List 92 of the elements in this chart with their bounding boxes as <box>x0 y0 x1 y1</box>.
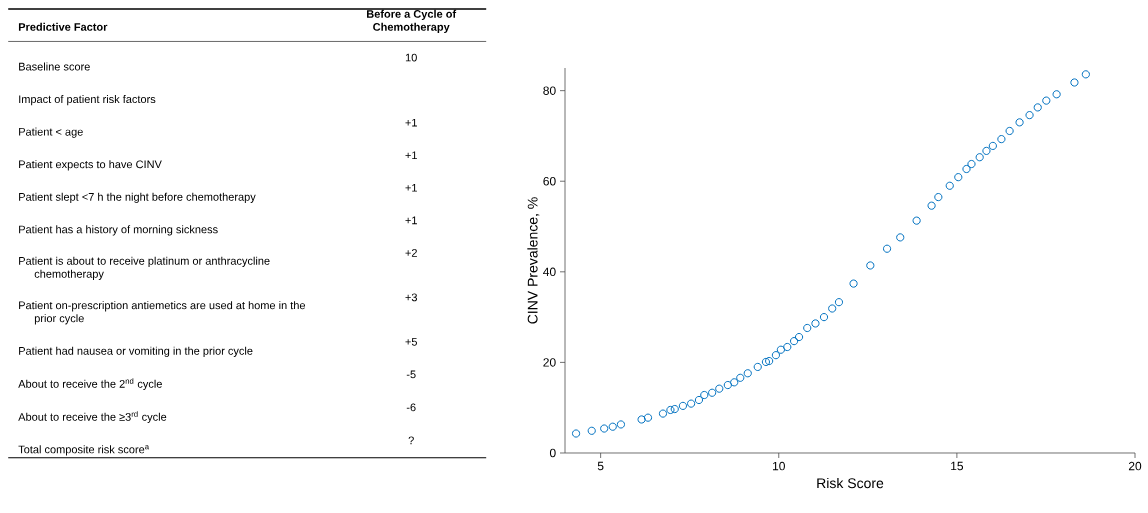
point <box>723 380 732 390</box>
category-label: Total composite risk score$^{a}$ <box>18 445 150 456</box>
text: Predictive Factor <box>18 22 108 31</box>
point <box>771 351 781 360</box>
x-tick-label: 5 <box>597 461 604 471</box>
point <box>934 192 943 202</box>
point <box>678 401 688 410</box>
text: ? <box>408 436 414 445</box>
point <box>1042 96 1051 105</box>
point <box>1033 103 1042 112</box>
category-label: Patient has a history of morning sickness <box>19 225 218 236</box>
y-tick-label: 0 <box>549 448 556 458</box>
text: +1 <box>405 216 417 225</box>
point <box>776 345 785 354</box>
point <box>1081 70 1090 79</box>
y-tick-label: 20 <box>543 358 556 367</box>
point <box>600 424 609 433</box>
category-label: Baseline score <box>19 62 90 71</box>
point <box>954 173 963 182</box>
x-tick-label: 20 <box>1128 461 1142 471</box>
x-tick-label: 15 <box>951 461 964 471</box>
point <box>882 244 892 253</box>
category-label: About to receive the 2$^{nd}$ cycle <box>18 378 162 390</box>
point <box>1052 90 1061 99</box>
point <box>765 356 774 366</box>
point <box>637 415 646 424</box>
point <box>819 313 829 322</box>
point <box>896 233 905 242</box>
point <box>1005 126 1014 136</box>
point <box>670 404 679 414</box>
point <box>1070 78 1079 87</box>
text: -6 <box>406 403 416 412</box>
text: +3 <box>405 293 417 302</box>
point <box>1025 111 1034 120</box>
category-label: Impact of patient risk factors <box>19 95 156 106</box>
point <box>687 399 696 408</box>
point <box>982 146 991 155</box>
point <box>912 216 921 225</box>
point <box>708 388 717 397</box>
point <box>694 395 704 405</box>
point <box>571 429 581 438</box>
point <box>849 279 858 288</box>
point <box>736 373 745 382</box>
point <box>643 413 653 422</box>
text: -5 <box>406 370 416 379</box>
text: Before a Cycle of Chemotherapy <box>367 9 457 34</box>
point <box>730 378 739 387</box>
y-tick-label: 60 <box>543 176 556 186</box>
point <box>789 337 799 346</box>
point <box>975 153 984 162</box>
category-label: Patient expects to have CINV <box>19 160 162 171</box>
category-label: About to receive the ≥3$^{rd}$ cycle <box>18 411 167 423</box>
x-axis-title: Risk Score <box>817 477 884 489</box>
point <box>700 390 709 400</box>
point <box>988 141 997 150</box>
point <box>967 159 976 169</box>
text: +2 <box>405 249 417 257</box>
point <box>753 362 762 372</box>
y-tick-label: 80 <box>543 86 556 95</box>
point <box>587 426 596 435</box>
point <box>866 261 875 270</box>
point <box>834 298 844 307</box>
category-label: Patient had nausea or vomiting in the prior cycle <box>19 346 253 357</box>
point <box>962 164 971 174</box>
text: 10 <box>405 53 417 62</box>
point <box>997 135 1006 144</box>
point <box>1015 118 1024 127</box>
point <box>794 332 804 342</box>
point <box>616 420 626 429</box>
point <box>811 319 820 328</box>
text: +1 <box>405 151 417 160</box>
point <box>927 201 936 210</box>
y-tick-label: 40 <box>543 267 556 277</box>
point <box>608 422 617 431</box>
point <box>715 384 724 393</box>
point <box>761 357 771 367</box>
y-axis-title: CINV Prevalence, % <box>527 197 540 324</box>
point <box>743 369 752 378</box>
category-label: Patient slept <7 h the night before chemotherapy <box>19 192 256 203</box>
text: +1 <box>405 184 417 192</box>
point <box>803 323 812 333</box>
point <box>945 181 954 190</box>
point <box>666 405 675 415</box>
text: +1 <box>405 118 417 127</box>
category-label: Patient is about to receive platinum or anthracycline chemotherapy <box>19 256 270 280</box>
point <box>828 304 837 313</box>
category-label: Patient < age <box>19 127 83 138</box>
text: +5 <box>405 338 417 346</box>
x-tick-label: 10 <box>772 461 785 471</box>
category-label: Patient on-prescription antiemetics are used at home in the prior cycle <box>19 301 306 325</box>
point <box>658 409 668 418</box>
point <box>783 342 792 352</box>
